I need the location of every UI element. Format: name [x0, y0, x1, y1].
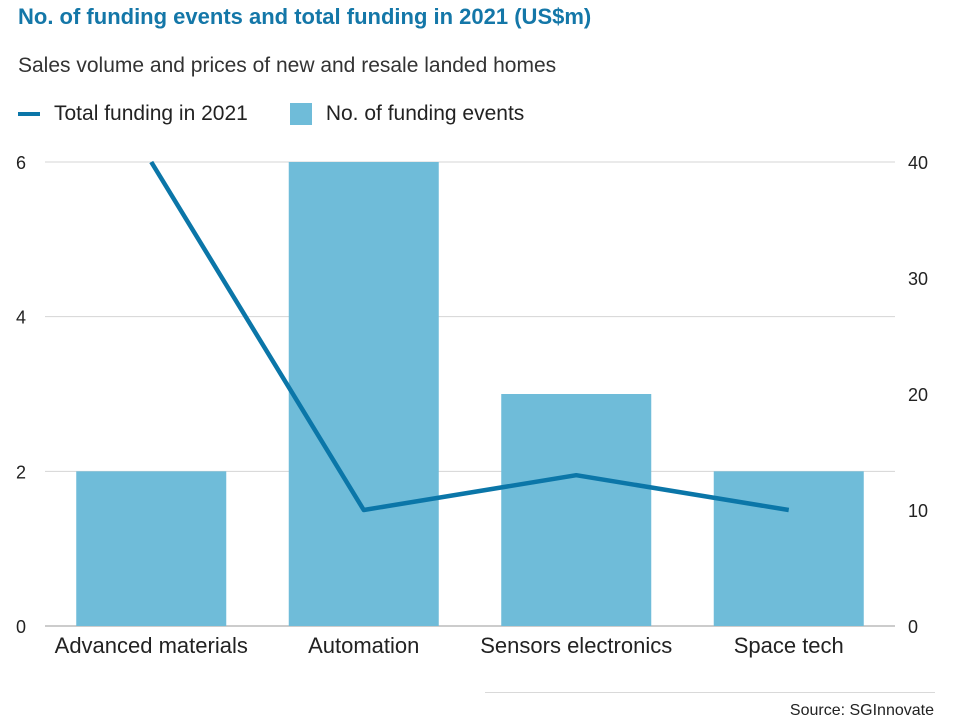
right-tick-label: 30: [908, 269, 928, 289]
legend-item-bar: No. of funding events: [289, 102, 525, 126]
bar: [501, 394, 652, 626]
category-label: Sensors electronics: [480, 633, 672, 658]
bar: [713, 471, 864, 626]
funding-line: [149, 160, 790, 513]
bar: [76, 471, 227, 626]
line-swatch-icon: [18, 112, 40, 116]
legend-bar-label: No. of funding events: [325, 102, 525, 125]
right-tick-label: 0: [908, 617, 918, 637]
left-tick-label: 4: [16, 308, 26, 328]
source-note: Source: SGInnovate: [789, 702, 934, 719]
chart-subtitle: Sales volume and prices of new and resal…: [18, 54, 557, 77]
left-tick-label: 6: [16, 153, 26, 173]
bar-swatch-icon: [289, 103, 312, 125]
combo-chart: 0 2 4 6 0 10 20 30 40 Advanced materials Automatio…: [16, 153, 928, 658]
legend-item-line: Total funding in 2021: [18, 102, 248, 126]
right-tick-label: 10: [908, 501, 928, 521]
category-label: Space tech: [734, 633, 844, 658]
left-tick-label: 0: [16, 617, 26, 637]
right-tick-label: 40: [908, 153, 928, 173]
legend-line-label: Total funding in 2021: [54, 102, 248, 125]
left-tick-label: 2: [16, 462, 26, 482]
legend: Total funding in 2021 No. of funding eve…: [18, 100, 566, 128]
chart-title: No. of funding events and total funding …: [18, 4, 592, 29]
category-label: Advanced materials: [55, 633, 248, 658]
footer-divider: [485, 692, 935, 693]
category-label: Automation: [308, 633, 419, 658]
right-tick-label: 20: [908, 385, 928, 405]
bar: [288, 162, 439, 626]
